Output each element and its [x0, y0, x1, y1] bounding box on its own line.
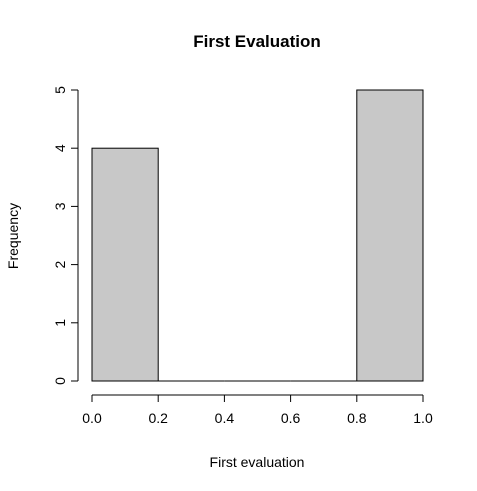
x-tick-label-1: 0.2 [148, 410, 168, 426]
x-axis-label: First evaluation [210, 454, 305, 470]
y-tick-label-2: 2 [52, 260, 68, 268]
x-tick-label-0: 0.0 [82, 410, 102, 426]
y-tick-label-3: 3 [52, 202, 68, 210]
y-tick-label-4: 4 [52, 144, 68, 152]
chart-title: First Evaluation [193, 32, 321, 51]
x-axis: 0.0 0.2 0.4 0.6 0.8 1.0 [82, 394, 433, 426]
x-tick-label-5: 1.0 [413, 410, 433, 426]
x-tick-label-3: 0.6 [281, 410, 301, 426]
bars-group [91, 89, 424, 382]
histogram-bar-0 [91, 147, 159, 382]
y-axis-label: Frequency [5, 203, 21, 269]
x-tick-label-4: 0.8 [347, 410, 367, 426]
x-tick-label-2: 0.4 [215, 410, 235, 426]
y-tick-label-0: 0 [52, 377, 68, 385]
histogram-bar-4 [356, 89, 424, 382]
y-tick-label-5: 5 [52, 86, 68, 94]
y-tick-label-1: 1 [52, 319, 68, 327]
y-axis: 0 1 2 3 4 5 [52, 86, 79, 385]
